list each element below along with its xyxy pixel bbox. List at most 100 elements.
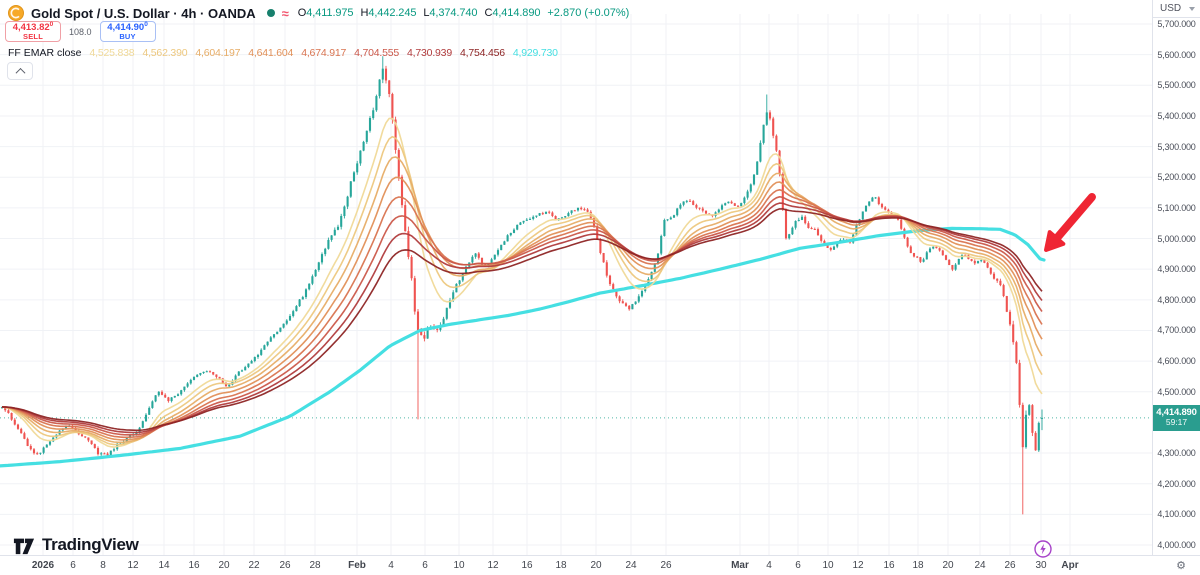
price-tick-label: 4,600.000 — [1157, 356, 1196, 367]
symbol-title[interactable]: Gold Spot / U.S. Dollar · 4h · OANDA — [31, 5, 256, 21]
chevron-up-icon — [15, 67, 25, 78]
time-tick-label: 12 — [852, 560, 864, 571]
ohlc-values: O4,411.975 H4,442.245 L4,374.740 C4,414.890 — [298, 7, 541, 19]
delayed-data-icon[interactable]: ≈ — [281, 5, 289, 21]
time-tick-label: Apr — [1061, 560, 1079, 571]
price-tick-label: 5,700.000 — [1157, 19, 1196, 29]
slow-ma-line — [0, 226, 1046, 468]
ohlc-item: H4,442.245 — [360, 7, 417, 19]
price-tick-label: 5,600.000 — [1157, 49, 1196, 60]
time-tick-label: 24 — [974, 560, 986, 571]
indicator-value: 4,754.456 — [459, 47, 505, 59]
time-tick-label: 6 — [422, 560, 428, 571]
ema-ribbon-line — [1, 202, 1043, 434]
time-tick-label: 16 — [188, 560, 200, 571]
time-tick-label: 12 — [487, 560, 499, 571]
price-chart-canvas[interactable] — [0, 0, 1152, 555]
time-tick-label: 22 — [248, 560, 260, 571]
time-tick-label: 16 — [883, 560, 895, 571]
indicator-value: 4,641.604 — [248, 47, 294, 59]
time-tick-label: 10 — [822, 560, 834, 571]
time-tick-label: 12 — [127, 560, 139, 571]
time-tick-label: 2026 — [31, 560, 55, 571]
price-tick-label: 5,400.000 — [1157, 110, 1196, 121]
price-tick-label: 5,300.000 — [1157, 141, 1196, 152]
instant-trading-button[interactable] — [1034, 540, 1052, 558]
ema-ribbon-line — [1, 208, 1043, 432]
bar-countdown: 59:17 — [1165, 417, 1188, 428]
price-tick-label: 4,000.000 — [1157, 539, 1196, 550]
price-tick-label: 5,500.000 — [1157, 80, 1196, 91]
lightning-bolt-icon — [1034, 540, 1052, 558]
currency-label: USD — [1160, 3, 1182, 14]
sell-price: 4,413.820 — [12, 21, 54, 34]
time-tick-label: Feb — [348, 560, 366, 571]
time-tick-label: 20 — [218, 560, 230, 571]
ohlc-item: O4,411.975 — [297, 7, 354, 19]
ema-ribbon-line — [1, 196, 1043, 436]
symbol-header: Gold Spot / U.S. Dollar · 4h · OANDA ≈ O… — [8, 5, 629, 21]
tradingview-logo[interactable]: TradingView — [12, 534, 139, 556]
time-tick-label: 20 — [590, 560, 602, 571]
gear-icon[interactable]: ⚙ — [1176, 559, 1186, 572]
ema-ribbon-line — [1, 117, 1043, 448]
arrow-annotation-shaft — [1053, 193, 1096, 242]
last-price-badge: 4,414.890 59:17 — [1153, 404, 1200, 431]
time-tick-label: 18 — [912, 560, 924, 571]
change-value: +2.870 (+0.07%) — [547, 7, 630, 19]
indicator-values: 4,525.838 4,562.390 4,604.197 4,641.604 4,67… — [90, 47, 558, 59]
time-tick-label: 18 — [555, 560, 567, 571]
price-tick-label: 4,100.000 — [1157, 509, 1196, 520]
ema-ribbon-line — [1, 135, 1043, 446]
time-tick-label: 20 — [942, 560, 954, 571]
time-tick-label: 30 — [1035, 560, 1047, 571]
time-axis[interactable]: ⚙ 2026 6 8 12 14 16 20 22 26 28 Feb 4 6 10 12 16 18 20 24 2… — [0, 555, 1200, 575]
ohlc-item: L4,374.740 — [423, 7, 478, 19]
indicator-legend: FF EMAR close 4,525.838 4,562.390 4,604.19… — [8, 47, 558, 59]
time-tick-label: 6 — [70, 560, 76, 571]
indicator-value: 4,730.939 — [407, 47, 452, 59]
buy-price: 4,414.900 — [107, 21, 148, 34]
time-tick-label: 26 — [660, 560, 672, 571]
time-tick-label: 4 — [766, 560, 772, 571]
indicator-value: 4,674.917 — [301, 47, 347, 59]
price-tick-label: 5,000.000 — [1157, 233, 1196, 244]
trade-buttons: 4,413.820 SELL 108.0 4,414.900 BUY — [5, 21, 156, 42]
tradingview-logo-icon — [13, 538, 35, 555]
indicator-value: 4,704.555 — [354, 47, 400, 59]
ema-ribbon-line — [1, 156, 1043, 444]
time-tick-label: 26 — [279, 560, 291, 571]
arrow-annotation-head — [1044, 230, 1066, 252]
time-tick-label: 4 — [388, 560, 394, 571]
price-tick-label: 4,800.000 — [1157, 294, 1196, 305]
price-tick-label: 4,300.000 — [1157, 448, 1196, 459]
buy-button[interactable]: 4,414.900 BUY — [99, 21, 156, 42]
time-tick-label: Mar — [731, 560, 749, 571]
price-tick-label: 4,900.000 — [1157, 264, 1196, 275]
time-tick-label: 26 — [1004, 560, 1016, 571]
ohlc-item: C4,414.890 — [484, 7, 541, 19]
indicator-name[interactable]: FF EMAR close — [8, 47, 82, 59]
spread-value: 108.0 — [69, 26, 92, 37]
time-tick-label: 24 — [625, 560, 637, 571]
indicator-value: 4,525.838 — [89, 47, 135, 59]
time-tick-label: 6 — [795, 560, 801, 571]
time-tick-label: 28 — [309, 560, 321, 571]
price-tick-label: 4,500.000 — [1157, 386, 1196, 397]
indicator-value: 4,604.197 — [195, 47, 241, 59]
price-tick-label: 4,700.000 — [1157, 325, 1196, 336]
time-tick-label: 10 — [453, 560, 465, 571]
indicator-value: 4,929.730 — [512, 47, 558, 59]
candlestick-series — [0, 56, 1044, 515]
chevron-down-icon — [1189, 6, 1195, 11]
currency-selector[interactable]: USD — [1153, 0, 1200, 18]
price-tick-label: 5,200.000 — [1157, 172, 1196, 183]
time-tick-label: 14 — [158, 560, 170, 571]
collapse-indicator-button[interactable] — [7, 62, 33, 80]
price-tick-label: 5,100.000 — [1157, 202, 1196, 213]
sell-button[interactable]: 4,413.820 SELL — [5, 21, 61, 42]
market-status-dot-icon[interactable] — [266, 9, 275, 17]
price-axis[interactable]: USD 4,414.890 59:17 5,700.000 5,600.000 5,… — [1152, 0, 1200, 555]
time-tick-label: 8 — [100, 560, 106, 571]
